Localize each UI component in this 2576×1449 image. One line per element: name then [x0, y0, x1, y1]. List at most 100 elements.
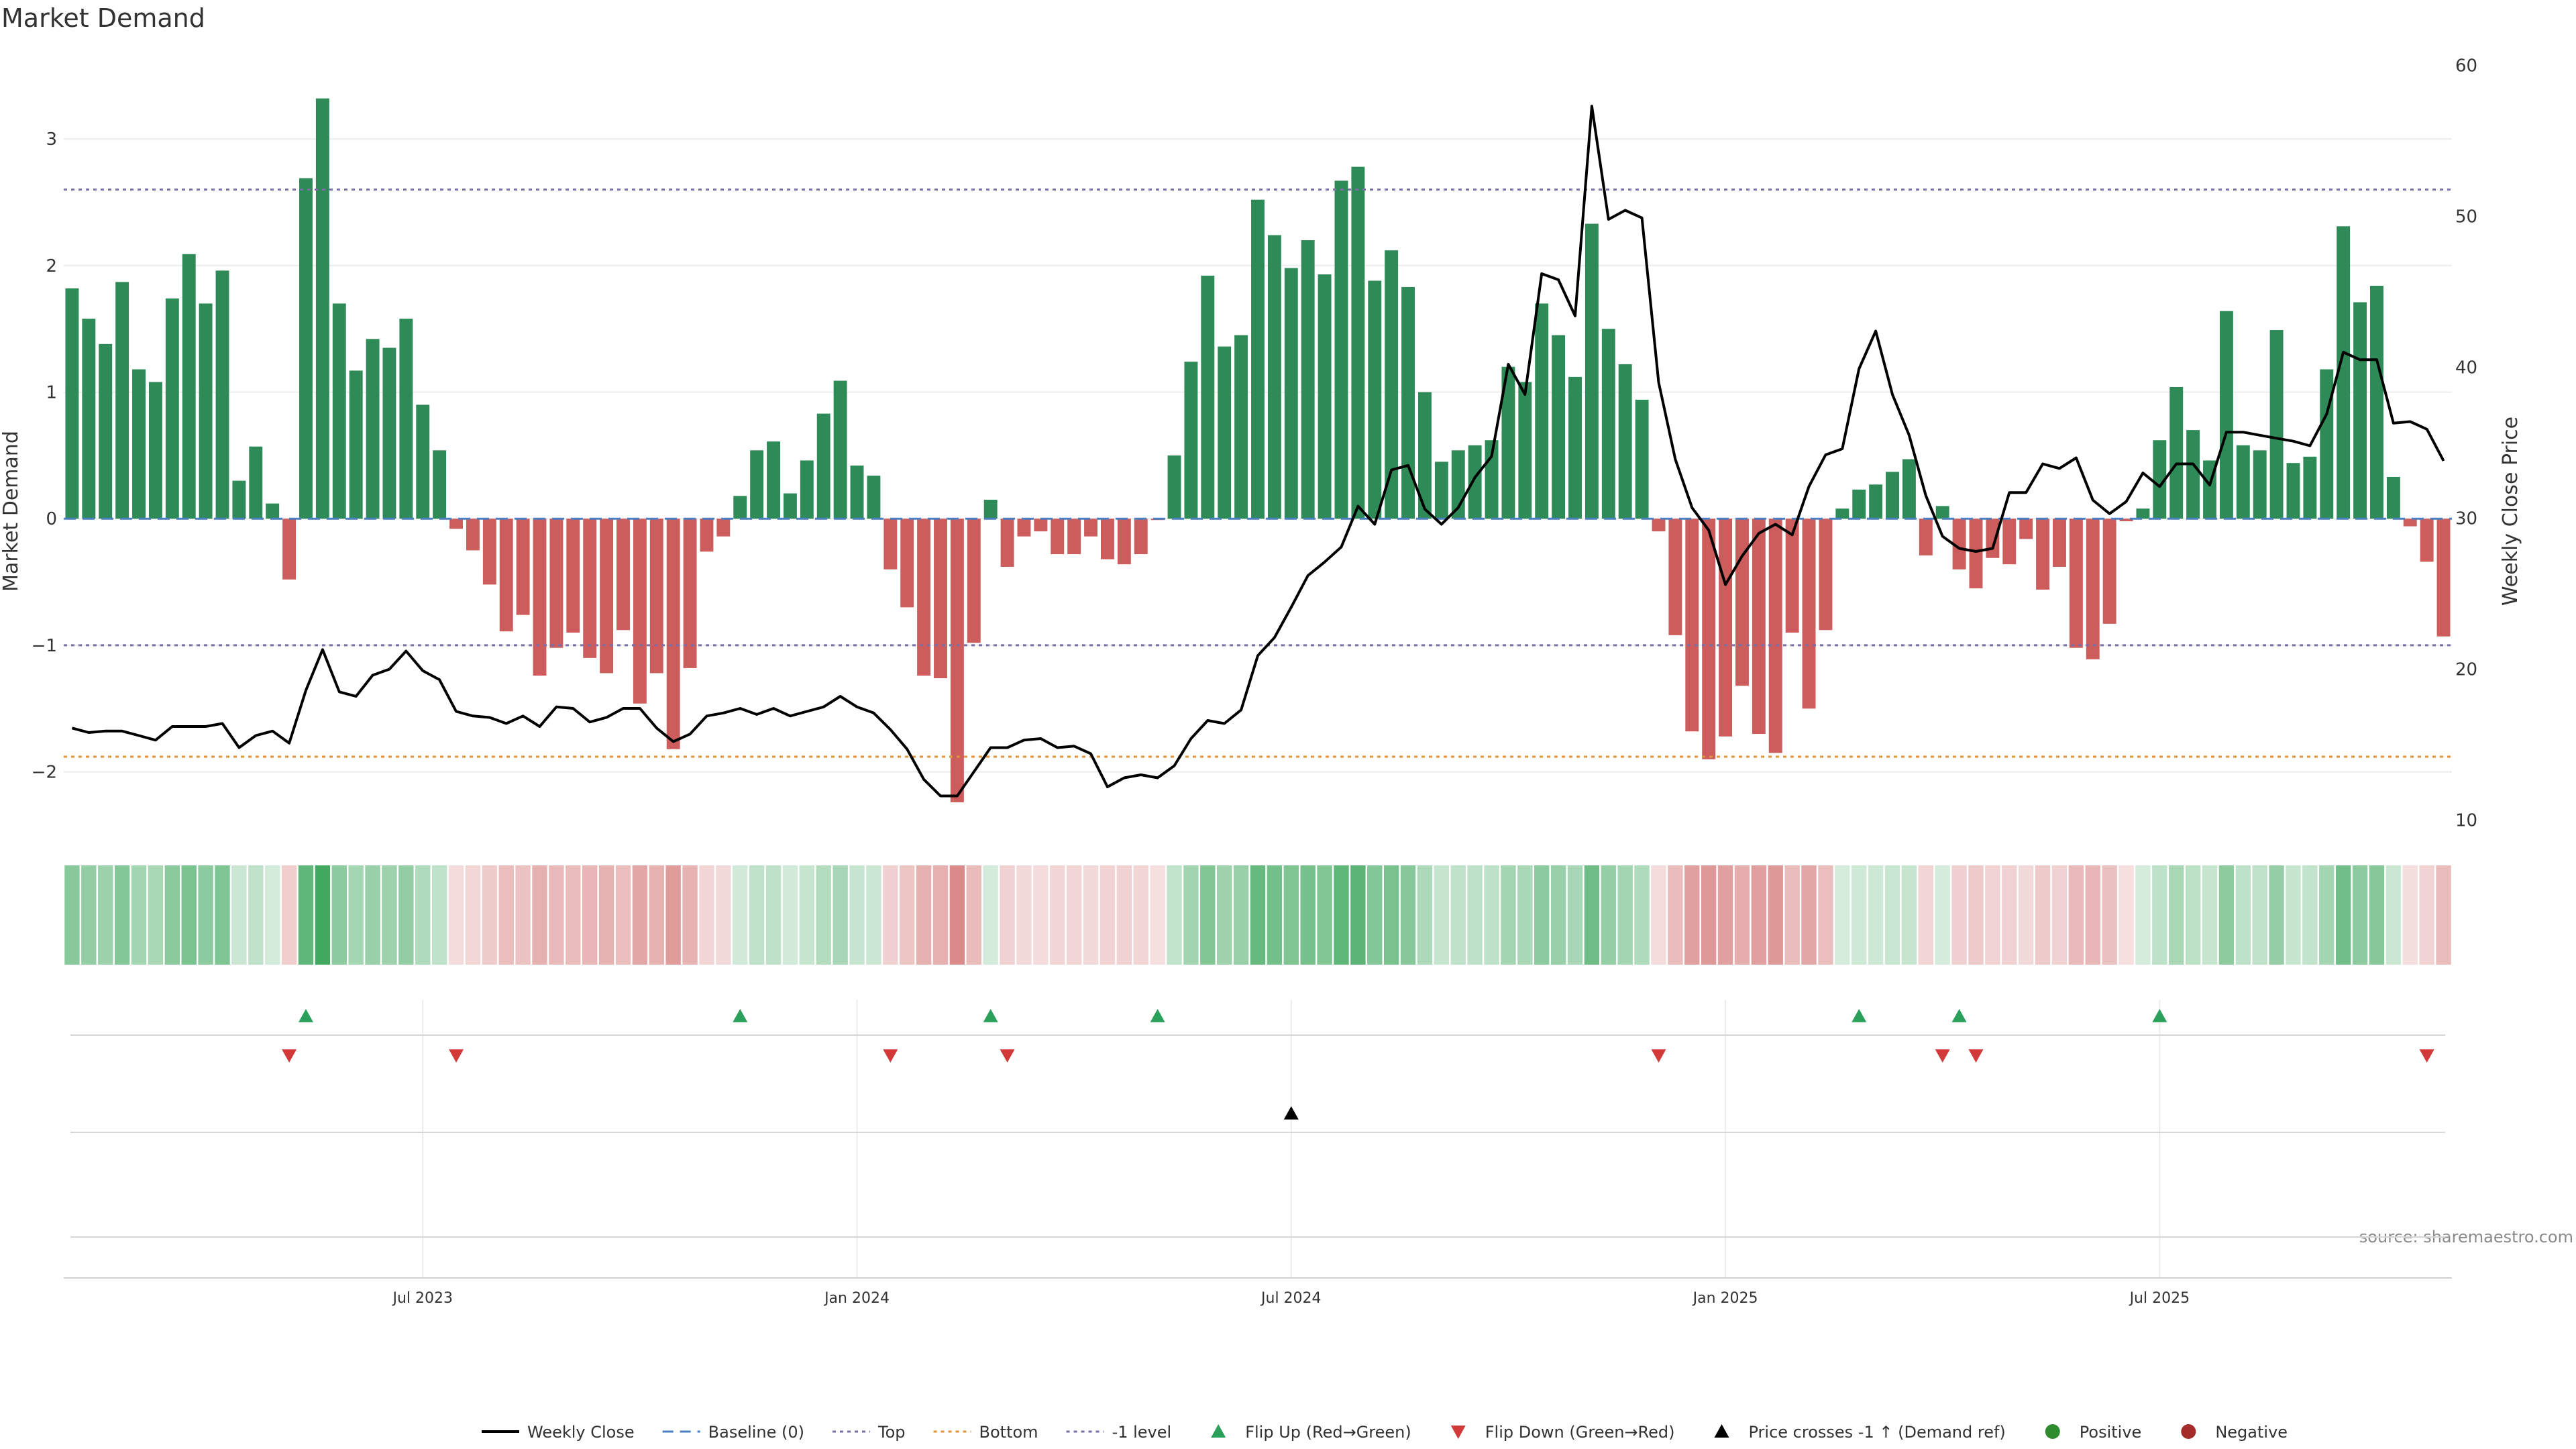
- strip-cell: [398, 865, 414, 965]
- demand-bar: [1318, 274, 1332, 519]
- strip-cell: [1250, 865, 1266, 965]
- demand-bar: [1552, 335, 1566, 519]
- demand-bar: [800, 460, 814, 519]
- flip-down-marker: [1000, 1049, 1015, 1063]
- strip-cell: [866, 865, 881, 965]
- demand-bar: [1434, 462, 1448, 519]
- strip-cell: [2385, 865, 2402, 965]
- demand-bar: [1768, 519, 1782, 753]
- demand-bar: [1351, 166, 1365, 519]
- strip-cell: [2269, 865, 2284, 965]
- demand-bar: [2353, 302, 2367, 519]
- strip-cell: [1935, 865, 1950, 965]
- legend-label: Bottom: [979, 1423, 1038, 1442]
- demand-bar: [750, 450, 764, 519]
- demand-bar: [1618, 364, 1632, 519]
- demand-bar: [516, 519, 530, 615]
- strip-cell: [1133, 865, 1148, 965]
- strip-cell: [1050, 865, 1065, 965]
- strip-cell: [415, 865, 431, 965]
- strip-cell: [2169, 865, 2184, 965]
- strip-cell: [1033, 865, 1049, 965]
- demand-bar: [1986, 519, 2000, 558]
- strip-cell: [331, 865, 347, 965]
- demand-bar: [2219, 311, 2233, 519]
- strip-cell: [148, 865, 164, 965]
- strip-cell: [615, 865, 631, 965]
- strip-cell: [231, 865, 247, 965]
- strip-cell: [1334, 865, 1349, 965]
- y-tick-label: −1: [32, 636, 57, 656]
- strip-cell: [1918, 865, 1934, 965]
- flip-up-marker: [1150, 1009, 1165, 1022]
- strip-cell: [1233, 865, 1249, 965]
- strip-cell: [1200, 865, 1216, 965]
- demand-bar: [499, 519, 513, 632]
- y-axis-label: Market Demand: [0, 431, 23, 592]
- strip-cell: [515, 865, 531, 965]
- strip-cell: [2319, 865, 2334, 965]
- demand-bar: [1417, 392, 1432, 519]
- legend-symbol-price-cross: [1714, 1424, 1729, 1438]
- demand-bar: [917, 519, 931, 676]
- demand-bar: [1919, 519, 1933, 555]
- y-axis-right-label: Weekly Close Price: [2499, 417, 2522, 606]
- demand-bar: [115, 282, 129, 519]
- strip-cell: [2335, 865, 2351, 965]
- demand-bar: [282, 519, 297, 580]
- demand-bar: [99, 343, 113, 519]
- y-tick-label: 1: [46, 383, 57, 403]
- strip-cell: [833, 865, 848, 965]
- strip-cell: [465, 865, 481, 965]
- demand-bar: [649, 519, 663, 674]
- strip-cell: [448, 865, 464, 965]
- strip-cell: [1818, 865, 1833, 965]
- strip-cell: [765, 865, 782, 965]
- legend-label: Weekly Close: [527, 1423, 635, 1442]
- flip-up-marker: [733, 1009, 748, 1022]
- strip-cell: [966, 865, 981, 965]
- demand-bar: [1051, 519, 1065, 555]
- strip-cell: [2051, 865, 2068, 965]
- demand-bar: [232, 480, 246, 519]
- strip-cell: [1751, 865, 1767, 965]
- demand-bar: [1752, 519, 1766, 735]
- demand-bar: [566, 519, 580, 633]
- strip-cell: [2118, 865, 2134, 965]
- strip-cell: [2302, 865, 2318, 965]
- strip-cell: [2035, 865, 2051, 965]
- demand-bar: [382, 347, 396, 519]
- strip-cell: [281, 865, 297, 965]
- strip-cell: [2235, 865, 2251, 965]
- demand-bar: [2186, 430, 2200, 519]
- demand-bar: [983, 499, 998, 519]
- demand-bar: [783, 493, 797, 519]
- strip-cell: [949, 865, 965, 965]
- demand-bar: [1702, 519, 1716, 759]
- flip-up-marker: [983, 1009, 998, 1022]
- strip-cell: [2252, 865, 2267, 965]
- strip-cell: [1417, 865, 1433, 965]
- strip-cell: [1534, 865, 1550, 965]
- strip-cell: [566, 865, 581, 965]
- demand-bar: [1902, 459, 1916, 519]
- strip-cell: [849, 865, 865, 965]
- strip-cell: [582, 865, 598, 965]
- strip-cell: [883, 865, 898, 965]
- y-tick-label: 2: [46, 256, 57, 276]
- demand-bar: [1852, 489, 1866, 519]
- strip-cell: [900, 865, 915, 965]
- strip-cell: [549, 865, 564, 965]
- strip-cell: [2352, 865, 2368, 965]
- y-right-tick-label: 40: [2455, 358, 2477, 378]
- strip-cell: [1968, 865, 1984, 965]
- demand-bar: [733, 496, 747, 519]
- strip-cell: [1501, 865, 1516, 965]
- demand-bar: [900, 519, 914, 608]
- demand-bar: [1802, 519, 1816, 709]
- event-markers: [282, 1009, 2434, 1120]
- demand-bar: [1167, 455, 1181, 519]
- demand-bar: [1267, 235, 1281, 519]
- strip-cell: [1467, 865, 1483, 965]
